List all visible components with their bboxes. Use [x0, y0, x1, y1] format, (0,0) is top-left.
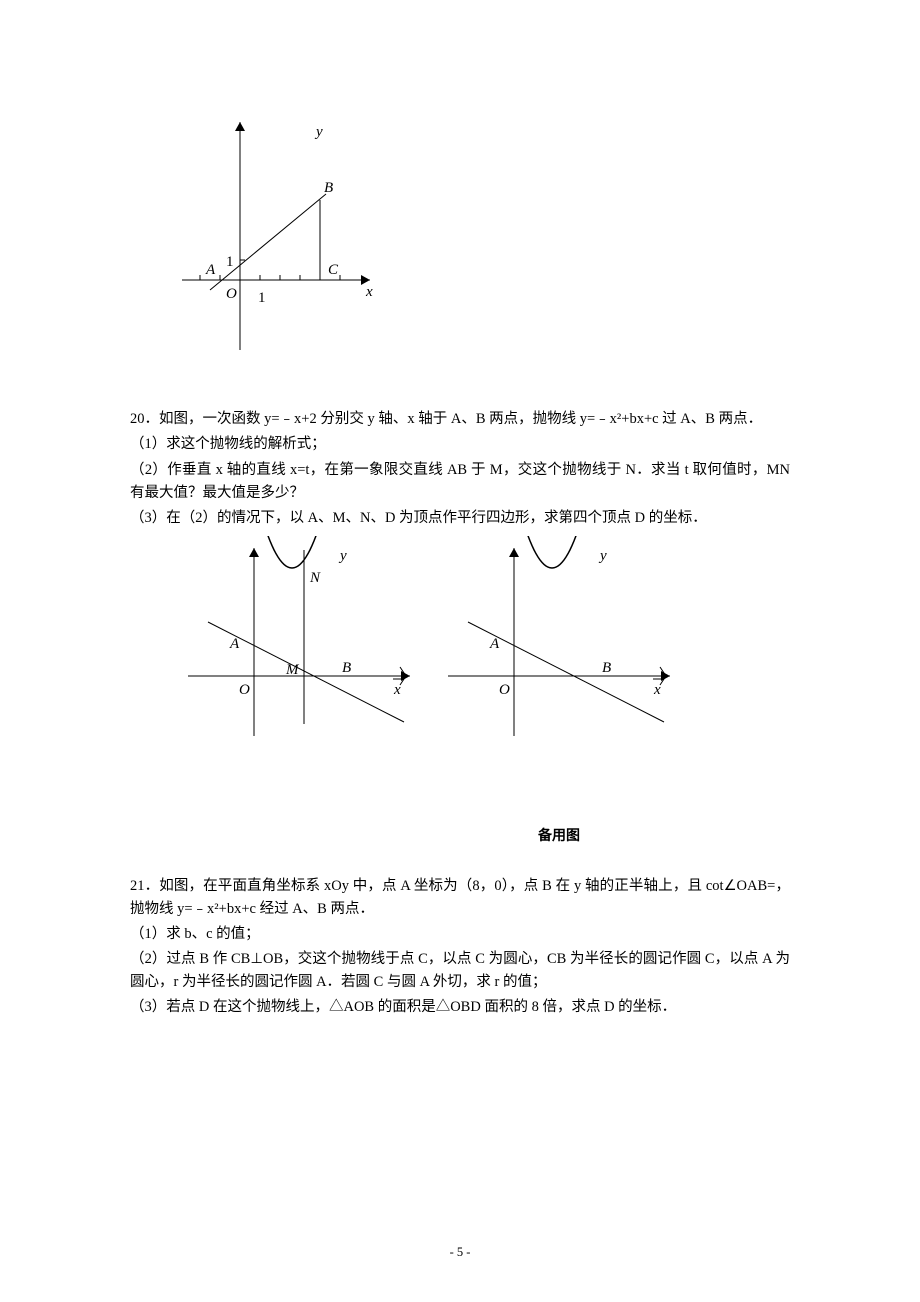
svg-text:A: A: [229, 636, 240, 652]
q20-figure-left: y x O A B N M: [174, 536, 424, 826]
svg-text:O: O: [499, 682, 510, 698]
svg-text:B: B: [602, 660, 611, 676]
svg-text:1: 1: [258, 290, 266, 306]
svg-text:A: A: [205, 262, 216, 278]
q20-block: 20．如图，一次函数 y=﹣x+2 分别交 y 轴、x 轴于 A、B 两点，抛物…: [130, 408, 790, 846]
svg-text:B: B: [324, 180, 333, 196]
q20-part3: （3）在（2）的情况下，以 A、M、N、D 为顶点作平行四边形，求第四个顶点 D…: [130, 507, 790, 530]
svg-text:y: y: [338, 548, 347, 564]
svg-text:y: y: [598, 548, 607, 564]
svg-text:B: B: [342, 660, 351, 676]
svg-text:x: x: [393, 682, 401, 698]
q20-figure-right-caption: 备用图: [538, 824, 580, 846]
svg-text:y: y: [314, 124, 323, 140]
q21-part3: （3）若点 D 在这个抛物线上，△AOB 的面积是△OBD 面积的 8 倍，求点…: [130, 996, 790, 1019]
q20-figures-row: y x O A B N M y x O A B 备用图: [174, 536, 790, 846]
q19-figure-svg: yxO11ABC: [170, 110, 380, 356]
svg-text:x: x: [365, 284, 373, 300]
svg-text:1: 1: [226, 254, 234, 270]
q20-part2: （2）作垂直 x 轴的直线 x=t，在第一象限交直线 AB 于 M，交这个抛物线…: [130, 459, 790, 505]
q19-figure: yxO11ABC: [170, 110, 790, 364]
svg-text:x: x: [653, 682, 661, 698]
svg-text:O: O: [226, 286, 237, 302]
q21-heading: 21．如图，在平面直角坐标系 xOy 中，点 A 坐标为（8，0），点 B 在 …: [130, 875, 790, 921]
page: yxO11ABC 20．如图，一次函数 y=﹣x+2 分别交 y 轴、x 轴于 …: [0, 0, 920, 1302]
q20-heading: 20．如图，一次函数 y=﹣x+2 分别交 y 轴、x 轴于 A、B 两点，抛物…: [130, 408, 790, 431]
svg-text:O: O: [239, 682, 250, 698]
svg-text:C: C: [328, 262, 339, 278]
q21-part2: （2）过点 B 作 CB⊥OB，交这个抛物线于点 C，以点 C 为圆心，CB 为…: [130, 948, 790, 994]
q21-block: 21．如图，在平面直角坐标系 xOy 中，点 A 坐标为（8，0），点 B 在 …: [130, 875, 790, 1020]
q20-figure-left-svg: y x O A B N M: [174, 536, 424, 826]
q21-part1: （1）求 b、c 的值；: [130, 923, 790, 946]
svg-text:A: A: [489, 636, 500, 652]
q20-figure-right-svg: y x O A B: [434, 536, 684, 826]
page-number: - 5 -: [0, 1242, 920, 1262]
svg-text:N: N: [309, 570, 321, 586]
svg-text:M: M: [285, 662, 300, 678]
q20-figure-right: y x O A B 备用图: [434, 536, 684, 846]
q20-part1: （1）求这个抛物线的解析式；: [130, 433, 790, 456]
